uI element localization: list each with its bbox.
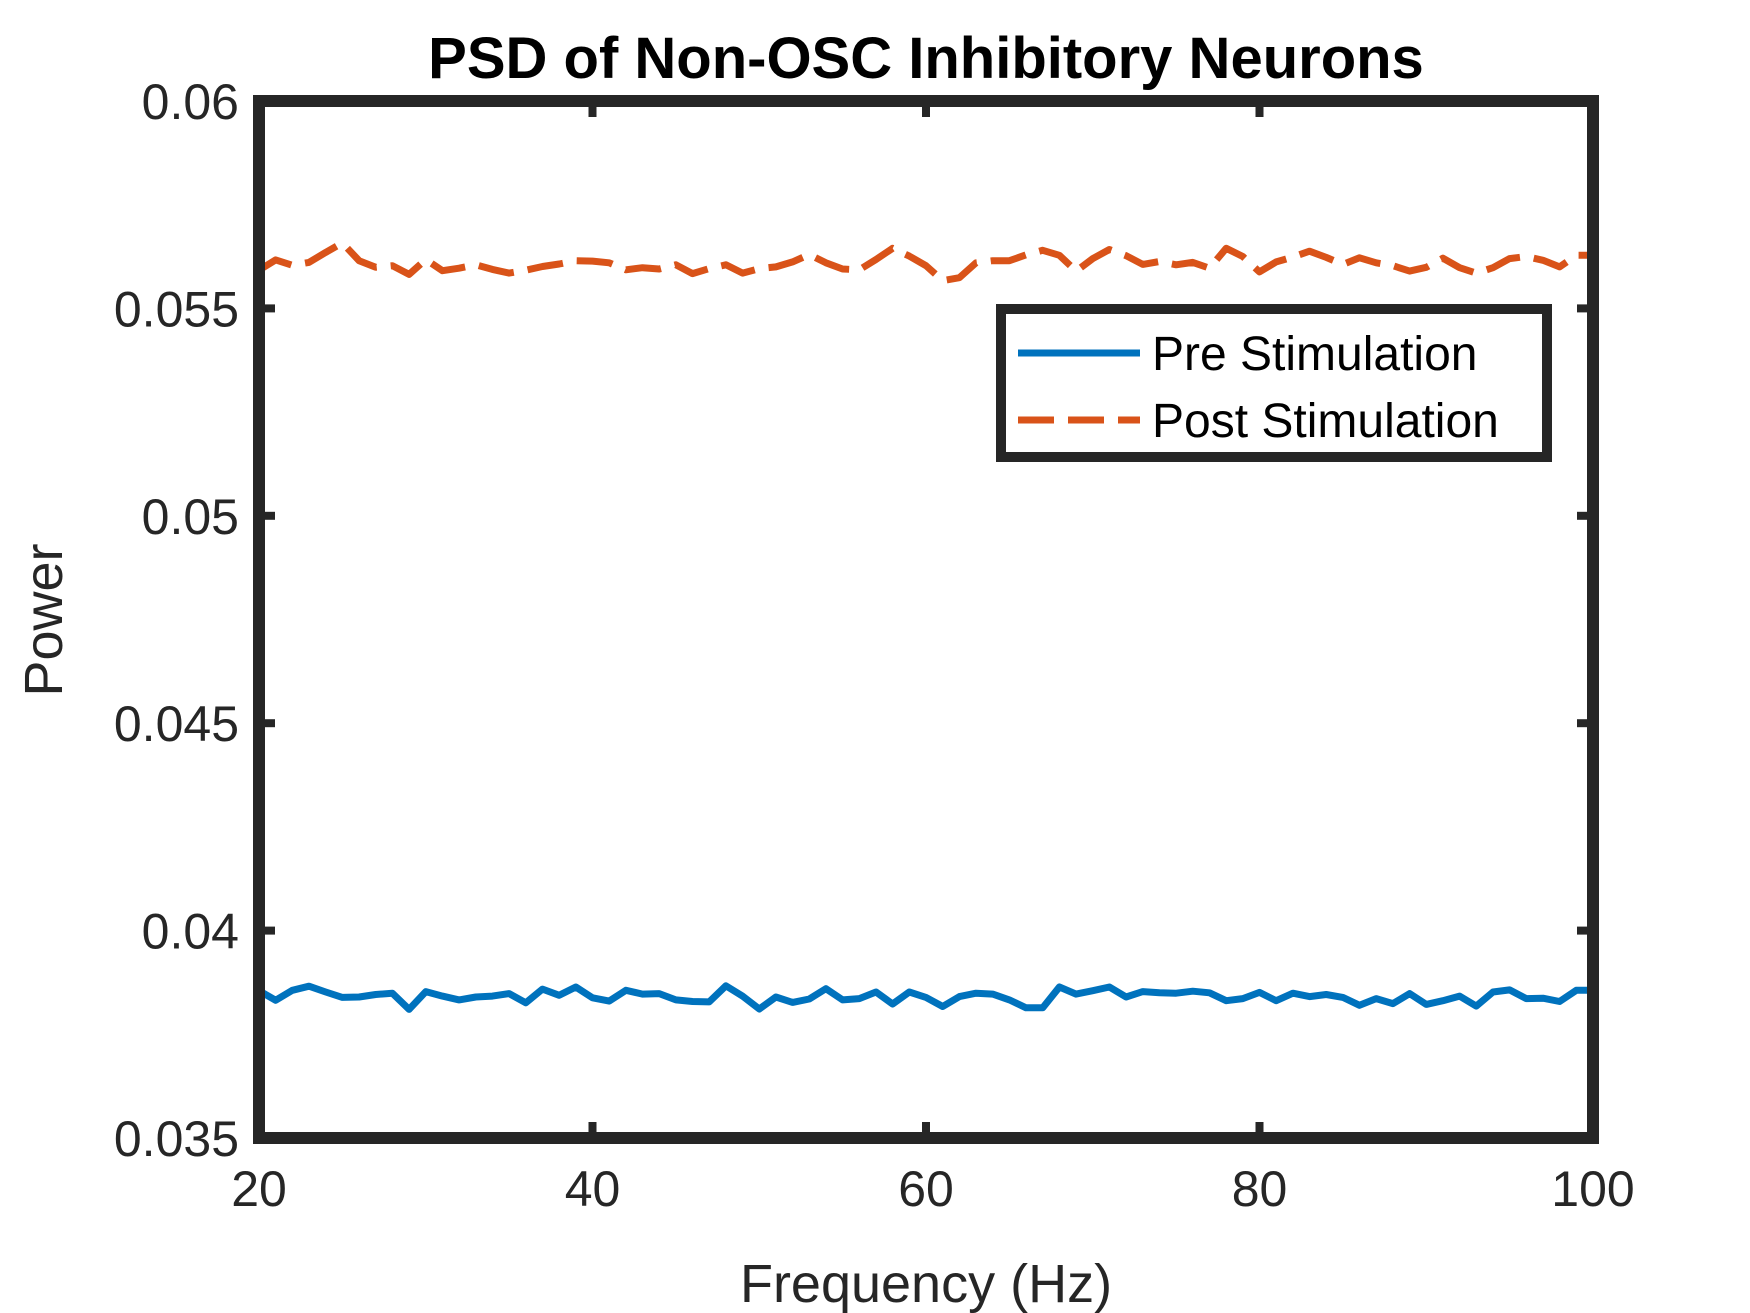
y-tick-label: 0.05: [142, 489, 239, 545]
x-axis-label: Frequency (Hz): [740, 1254, 1112, 1313]
legend-label-post-stimulation: Post Stimulation: [1152, 395, 1499, 448]
y-tick-label: 0.045: [114, 696, 239, 752]
legend: Pre Stimulation Post Stimulation: [996, 304, 1552, 462]
y-tick-label: 0.035: [114, 1111, 239, 1167]
y-tick-label: 0.06: [142, 74, 239, 130]
x-tick-label: 100: [1551, 1161, 1634, 1217]
plot-lines: [257, 239, 1593, 1013]
chart-title: PSD of Non-OSC Inhibitory Neurons: [428, 26, 1424, 91]
series-line-post-stimulation: [257, 239, 1593, 285]
x-tick-label: 80: [1232, 1161, 1288, 1217]
y-tick-labels: 0.035 0.04 0.045 0.05 0.055 0.06: [114, 74, 239, 1167]
axes-box: [253, 95, 1599, 1144]
series-line-pre-stimulation: [257, 982, 1593, 1013]
x-tick-labels: 20 40 60 80 100: [231, 1161, 1635, 1217]
legend-box: [996, 304, 1552, 462]
x-tick-label: 60: [898, 1161, 954, 1217]
y-tick-label: 0.04: [142, 904, 239, 960]
y-tick-label: 0.055: [114, 281, 239, 337]
y-axis-label: Power: [14, 543, 74, 696]
x-tick-label: 40: [565, 1161, 621, 1217]
legend-label-pre-stimulation: Pre Stimulation: [1152, 328, 1477, 381]
x-tick-label: 20: [231, 1161, 287, 1217]
